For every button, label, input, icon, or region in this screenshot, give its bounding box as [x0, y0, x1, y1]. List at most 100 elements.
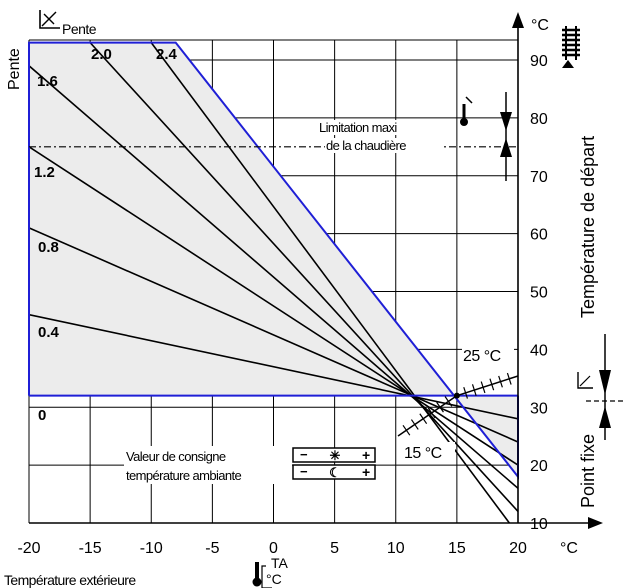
y-axis-label: Température de départ — [578, 136, 598, 318]
night-setpoint-control-icon: ☾ — [329, 465, 341, 480]
x-axis-label: Température extérieure — [4, 572, 136, 588]
x-tick-label: -15 — [79, 540, 102, 557]
x-tick-label: 15 — [448, 540, 466, 557]
ta-unit: °C — [266, 571, 282, 587]
pivot-hatch-upper-tick — [471, 384, 477, 396]
day-setpoint-control-box — [292, 447, 376, 463]
x-tick-label: -10 — [140, 540, 163, 557]
thermometer-bulb — [460, 118, 468, 126]
thermometer-tick — [465, 96, 473, 104]
setpoint-label-bg — [124, 446, 292, 484]
outdoor-thermometer-icon — [252, 562, 272, 588]
y-tick-label: 10 — [530, 516, 548, 533]
pivot-hatch-upper — [456, 375, 519, 397]
slope-icon-axes — [39, 10, 60, 29]
fixed-arrow-down — [599, 370, 611, 395]
x-axis-arrow — [588, 517, 603, 529]
limitation-label-line1: Limitation maxi — [319, 120, 397, 135]
heating-curve-0-4 — [29, 313, 518, 420]
x-tick-label: -20 — [17, 540, 40, 557]
pivot-hatch-lower — [397, 395, 458, 437]
y-tick-label: 70 — [530, 169, 548, 186]
thermometer-icon — [460, 96, 473, 126]
icons — [39, 10, 624, 588]
ta-bulb — [252, 577, 262, 587]
pivot-label-top-bg — [462, 345, 514, 363]
pivot-label-bottom: 15 °C — [404, 445, 442, 462]
radiator-icon — [562, 26, 580, 68]
fixed-point-label: Point fixe — [578, 434, 598, 508]
day-setpoint-control: − ✳ + — [292, 447, 376, 463]
fixed-slope-axes — [577, 372, 593, 389]
y-tick-label: 80 — [530, 111, 548, 128]
slope-label: 0 — [38, 407, 46, 424]
x-tick-label: 0 — [269, 540, 278, 557]
pivot-hatch-lower-tick — [444, 396, 453, 407]
pivot-hatch-upper-tick — [480, 381, 486, 394]
slope-label: 2.0 — [91, 46, 112, 63]
setpoint-label-line1: Valeur de consigne — [126, 449, 226, 464]
x-tick-label: 10 — [387, 540, 405, 557]
pivot-hatch-lower-tick — [402, 424, 411, 436]
ta-symbol: TA — [271, 555, 289, 571]
pivot-label-top: 25 °C — [463, 348, 501, 365]
fixed-slope-line — [579, 375, 591, 387]
pivot-hatch-upper-tick — [489, 378, 495, 391]
setpoint-label-line2: température ambiante — [126, 468, 242, 483]
heating-curve-1-6 — [29, 65, 518, 489]
y-tick-label: 50 — [530, 285, 548, 302]
night-setpoint-control-minus: − — [300, 464, 308, 479]
chart-title: Pente — [62, 21, 97, 37]
pivot-hatch-lower-tick — [436, 401, 444, 413]
y-unit: °C — [531, 17, 549, 34]
x-unit: °C — [560, 540, 578, 557]
slope-label: 0.4 — [38, 324, 60, 341]
heating-curve-2-0 — [89, 42, 518, 512]
limitation-label-bg2 — [325, 138, 443, 153]
pivot-hatch-upper-tick — [463, 386, 469, 399]
y-tick-label: 30 — [530, 400, 548, 417]
limitation-label-line2: de la chaudière — [326, 138, 406, 153]
night-setpoint-control-plus: + — [362, 464, 370, 480]
slope-label: 1.2 — [34, 164, 55, 181]
heating-curve-1-2 — [29, 146, 518, 466]
x-tick-label: 20 — [509, 540, 527, 557]
y-axis-arrow — [512, 12, 524, 28]
y-tick-label: 90 — [530, 53, 548, 70]
day-setpoint-control-minus: − — [300, 447, 308, 462]
slope-label: 2.4 — [156, 46, 178, 63]
y-tick-label: 20 — [530, 458, 548, 475]
pivot-hatch-lower-tick — [427, 407, 436, 419]
pivot-hatch-lower-tick — [419, 413, 428, 425]
heating-curve-2-4 — [150, 42, 511, 523]
fixed-arrow-up — [599, 406, 611, 428]
x-tick-label: -5 — [205, 540, 219, 557]
fixed-point-arrows-icon — [586, 334, 624, 440]
limit-arrows-icon — [500, 92, 512, 181]
y-left-label: Pente — [6, 48, 23, 90]
heating-curve-0-8 — [29, 227, 518, 443]
ta-bracket — [261, 565, 272, 588]
pivot-hatch-upper-tick — [506, 372, 512, 385]
y-tick-label: 60 — [530, 227, 548, 244]
pivot-hatch-upper-tick — [498, 375, 503, 388]
day-setpoint-control-icon: ✳ — [330, 448, 341, 463]
slope-label: 1.6 — [37, 73, 58, 90]
night-setpoint-control-box — [292, 464, 376, 480]
day-setpoint-control-plus: + — [362, 447, 370, 463]
limit-arrow-down — [500, 112, 512, 131]
heating-curves — [29, 42, 518, 523]
pivot-label-bottom-bg — [403, 442, 455, 460]
slope-icon-line2 — [43, 13, 55, 25]
chart-labels: 0 0.4 0.8 1.2 1.6 2.0 2.4 Pente Pente Température… — [4, 17, 598, 588]
night-setpoint-control: − ☾ + — [292, 464, 376, 480]
limit-arrow-up — [500, 138, 512, 157]
slope-label: 0.8 — [38, 239, 59, 256]
y-tick-label: 40 — [530, 342, 548, 359]
fixed-point-slope-icon — [577, 372, 593, 389]
slope-range-fill — [29, 42, 518, 477]
radiator-arrow — [562, 60, 574, 68]
x-tick-label: 5 — [330, 540, 339, 557]
